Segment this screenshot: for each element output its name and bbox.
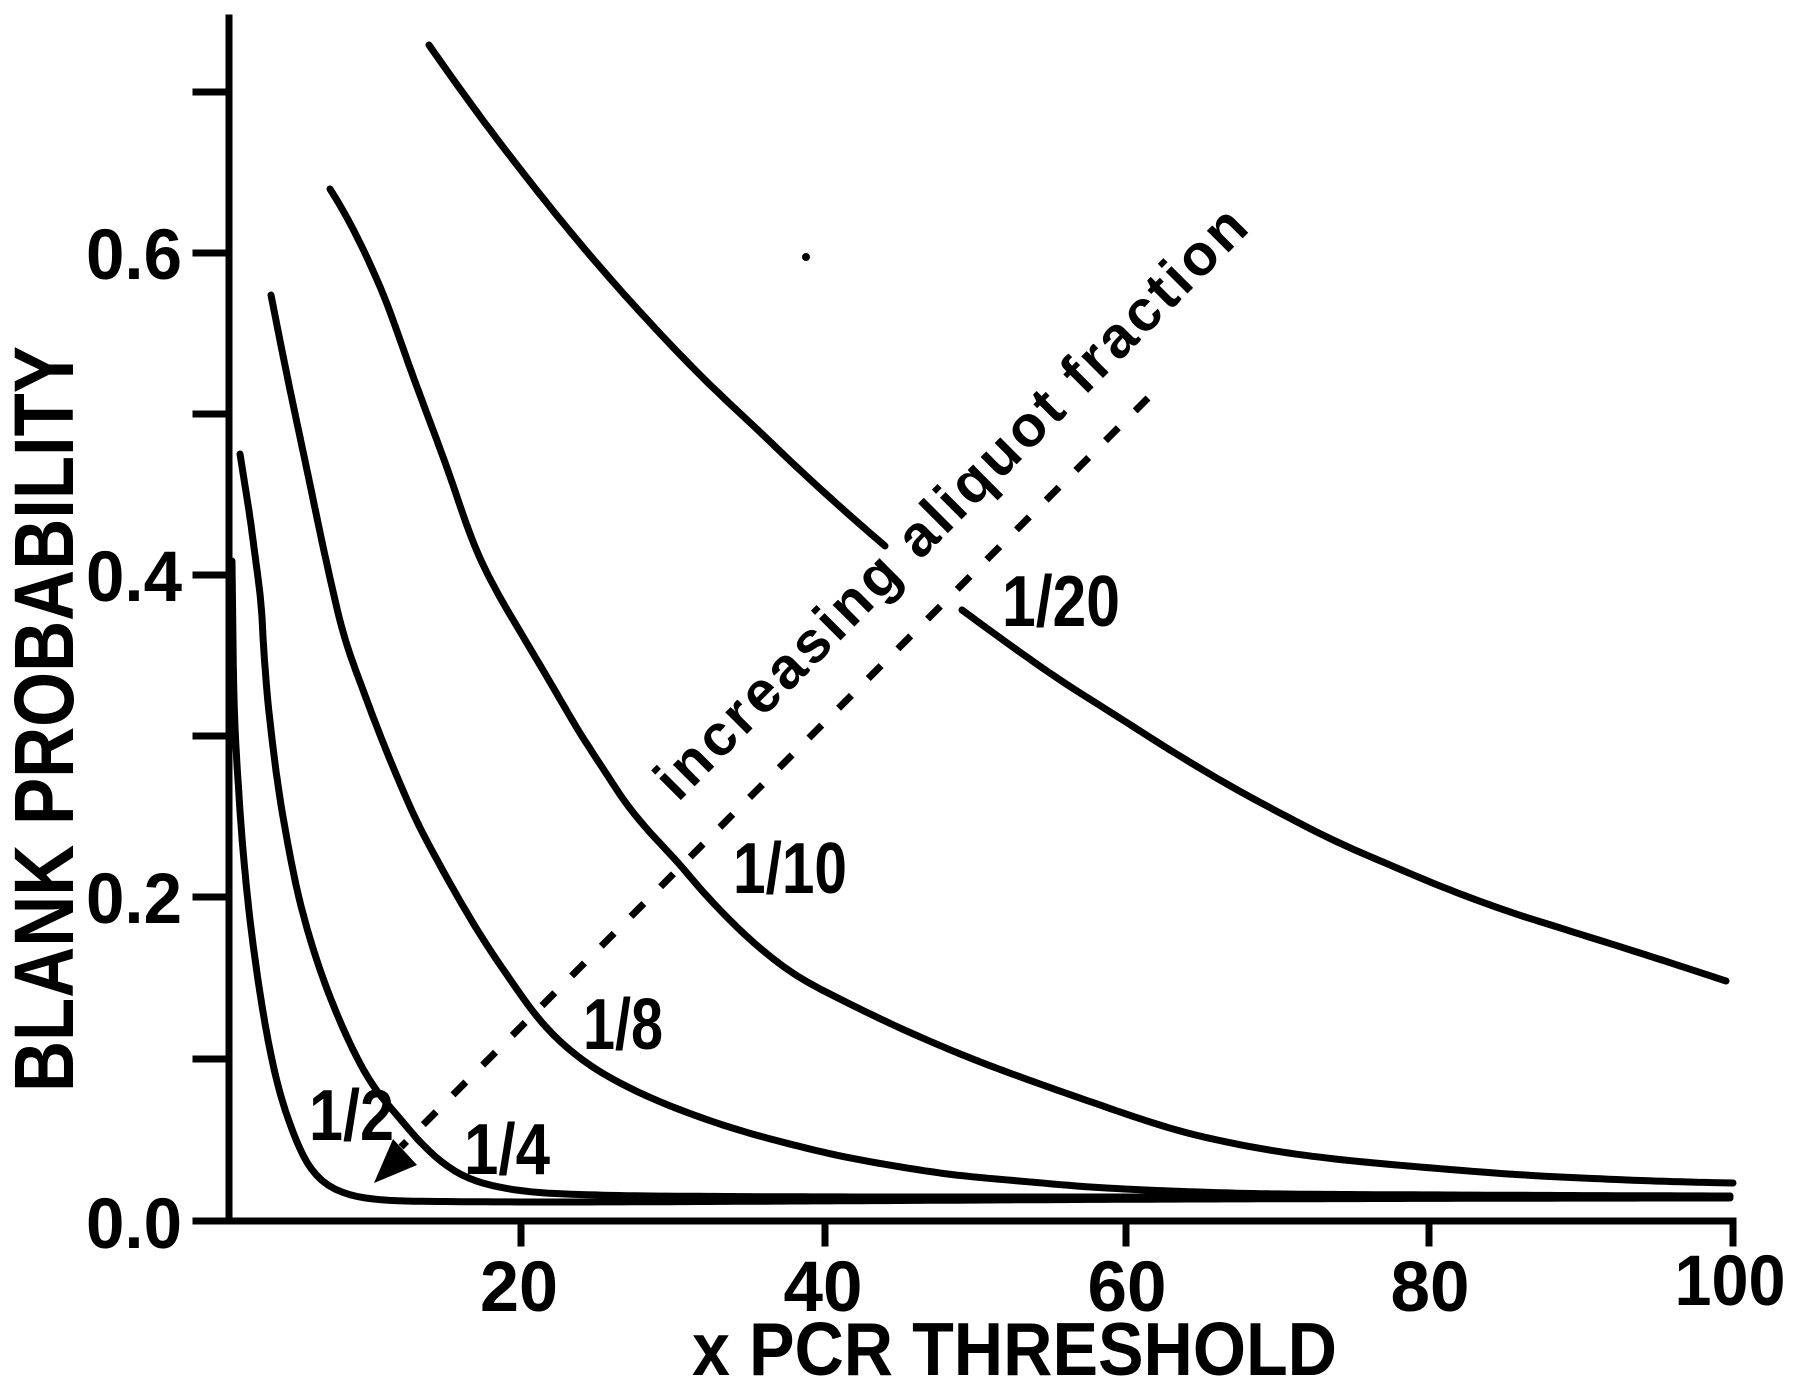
svg-text:80: 80 [1391,1248,1470,1327]
svg-text:1/20: 1/20 [1002,562,1120,642]
svg-text:1/2: 1/2 [309,1076,394,1156]
svg-text:1/8: 1/8 [583,985,663,1065]
svg-text:1/4: 1/4 [464,1110,550,1190]
svg-text:0.0: 0.0 [86,1185,182,1264]
svg-text:1/10: 1/10 [733,829,847,909]
svg-text:100: 100 [1675,1242,1786,1321]
svg-text:20: 20 [480,1248,558,1327]
svg-text:x PCR THRESHOLD: x PCR THRESHOLD [692,1307,1337,1391]
svg-text:60: 60 [1088,1248,1167,1327]
svg-text:0.4: 0.4 [86,538,182,617]
svg-text:BLANK PROBABILITY: BLANK PROBABILITY [0,346,91,1092]
svg-text:40: 40 [784,1248,863,1327]
svg-text:0.2: 0.2 [86,860,182,939]
svg-text:0.6: 0.6 [86,216,182,295]
